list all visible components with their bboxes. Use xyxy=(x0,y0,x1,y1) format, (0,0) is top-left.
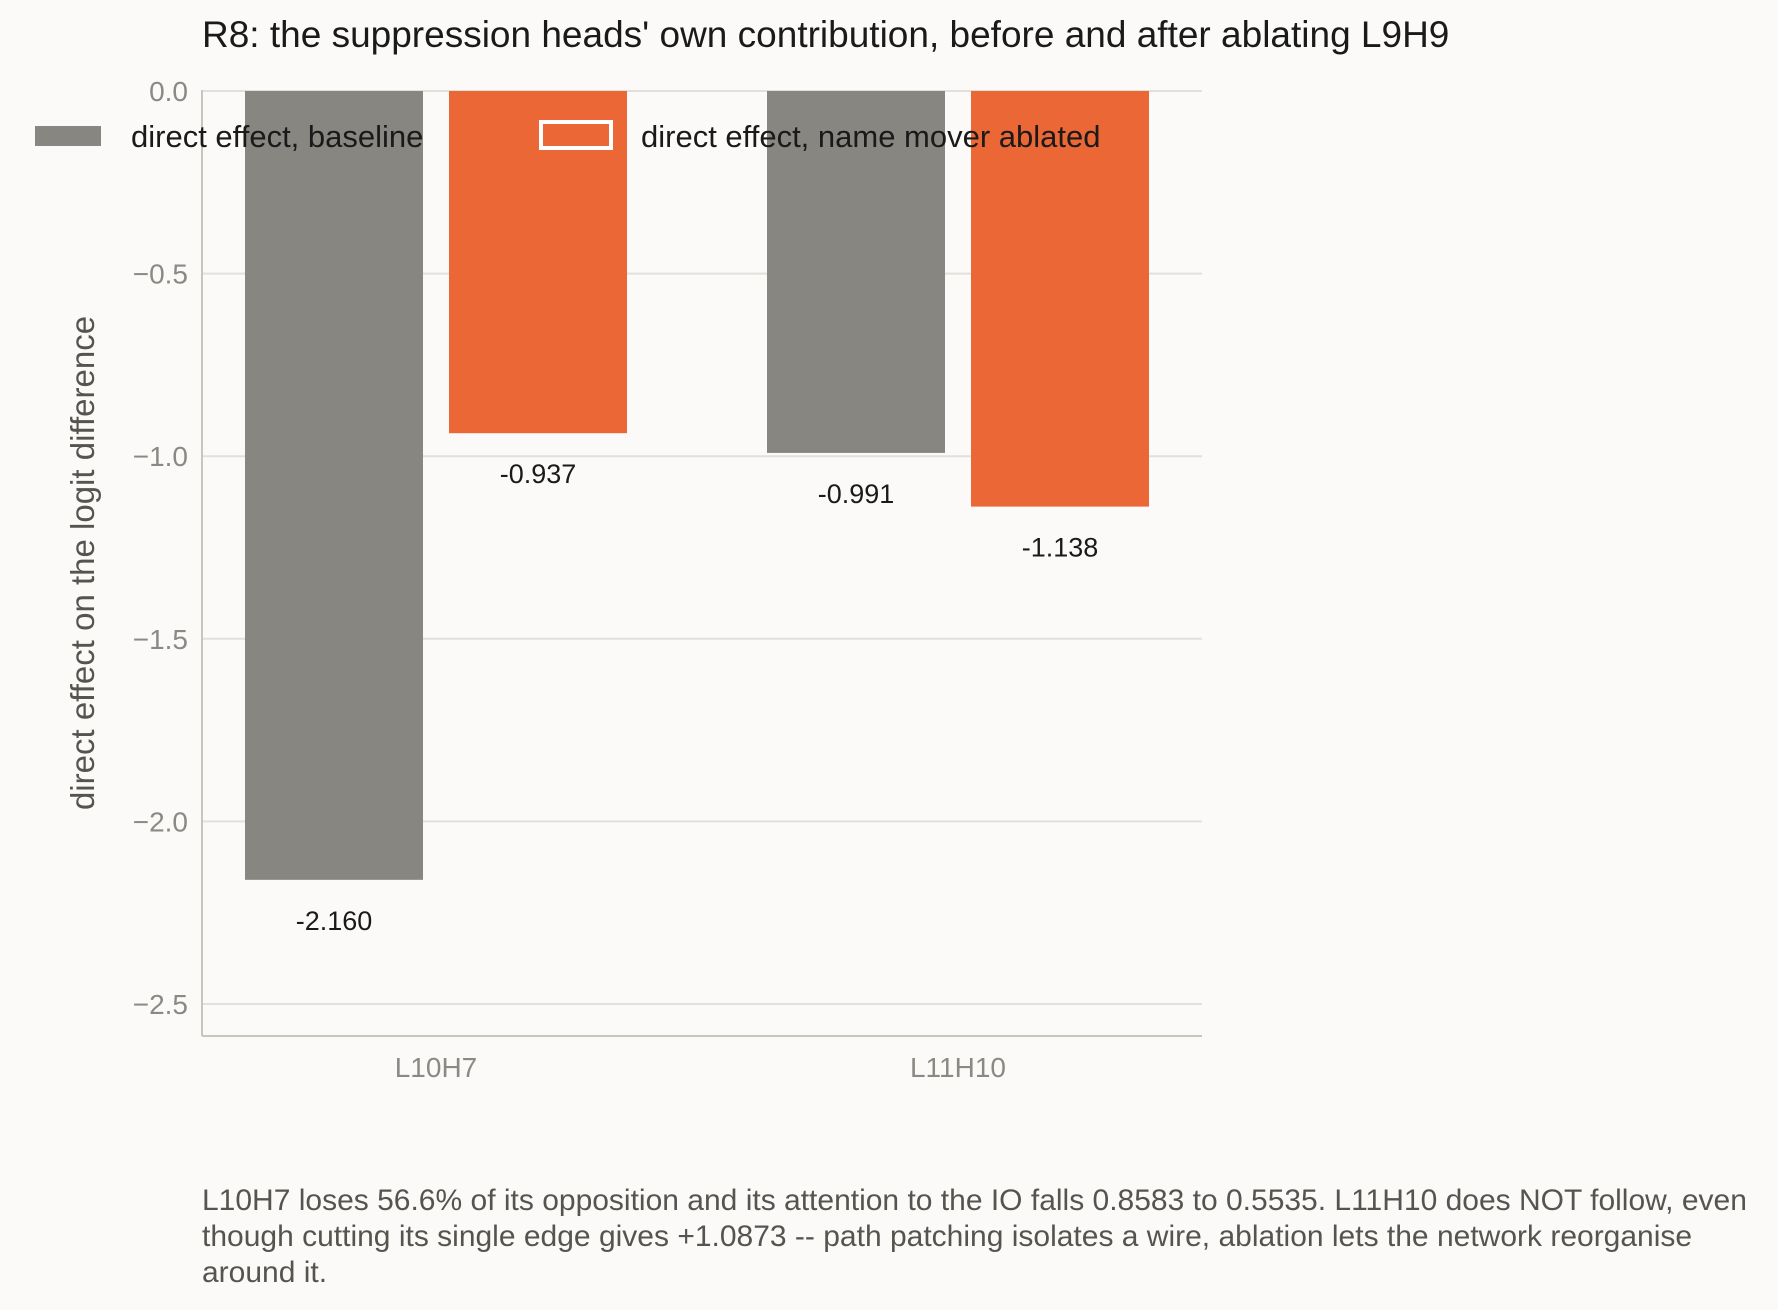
tick-labels: 0.0 −0.5 −1.0 −1.5 −2.0 −2.5 L10H7 L11H10 xyxy=(133,76,1006,1083)
x-tick-label: L11H10 xyxy=(910,1052,1006,1083)
y-axis-label: direct effect on the logit difference xyxy=(64,316,101,810)
y-tick-label: −2.5 xyxy=(133,989,188,1020)
data-label: -0.937 xyxy=(500,459,577,489)
bar xyxy=(971,91,1149,507)
axes xyxy=(201,90,1202,1037)
legend-swatch-ablated xyxy=(539,120,613,150)
bar xyxy=(767,91,945,453)
bar xyxy=(245,91,423,880)
legend-swatch-baseline xyxy=(35,126,101,146)
y-tick-label: −1.5 xyxy=(133,624,188,655)
x-tick-label: L10H7 xyxy=(395,1052,478,1083)
legend-label-ablated: direct effect, name mover ablated xyxy=(641,119,1101,154)
y-tick-label: 0.0 xyxy=(149,76,188,107)
data-labels: -2.160 -0.937 -0.991 -1.138 xyxy=(296,459,1099,936)
y-tick-label: −2.0 xyxy=(133,806,188,837)
chart-title: R8: the suppression heads' own contribut… xyxy=(202,14,1449,55)
legend-label-baseline: direct effect, baseline xyxy=(131,119,423,154)
legend: direct effect, baseline direct effect, n… xyxy=(35,119,1101,154)
data-label: -2.160 xyxy=(296,906,373,936)
data-label: -1.138 xyxy=(1022,533,1099,563)
y-tick-label: −1.0 xyxy=(133,441,188,472)
bars xyxy=(245,91,1149,880)
y-tick-label: −0.5 xyxy=(133,259,188,290)
data-label: -0.991 xyxy=(818,479,895,509)
caption: L10H7 loses 56.6% of its opposition and … xyxy=(202,1184,1747,1289)
